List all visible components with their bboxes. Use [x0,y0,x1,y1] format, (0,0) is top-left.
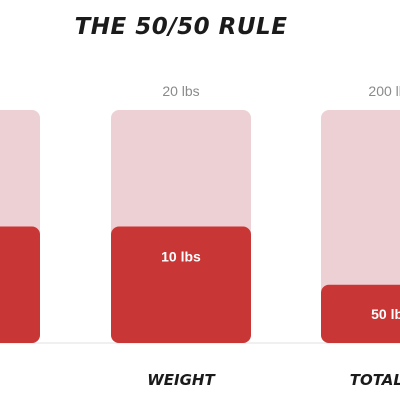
capacity-bar-total-vo [321,110,400,343]
value-label-total-vo: 50 lbs [371,306,400,322]
category-label-weight: WEIGHT [147,371,216,389]
capacity-label-weight: 20 lbs [162,83,199,99]
filled-bar-weight [111,226,251,343]
category-label-total-vo: TOTAL VO [350,371,400,389]
value-label-weight: 10 lbs [161,249,201,265]
capacity-label-total-vo: 200 lbs [368,83,400,99]
chart-title: THE 50/50 RULE [74,14,288,40]
filled-bar-first [0,226,40,343]
filled-bar-total-vo [321,284,400,343]
